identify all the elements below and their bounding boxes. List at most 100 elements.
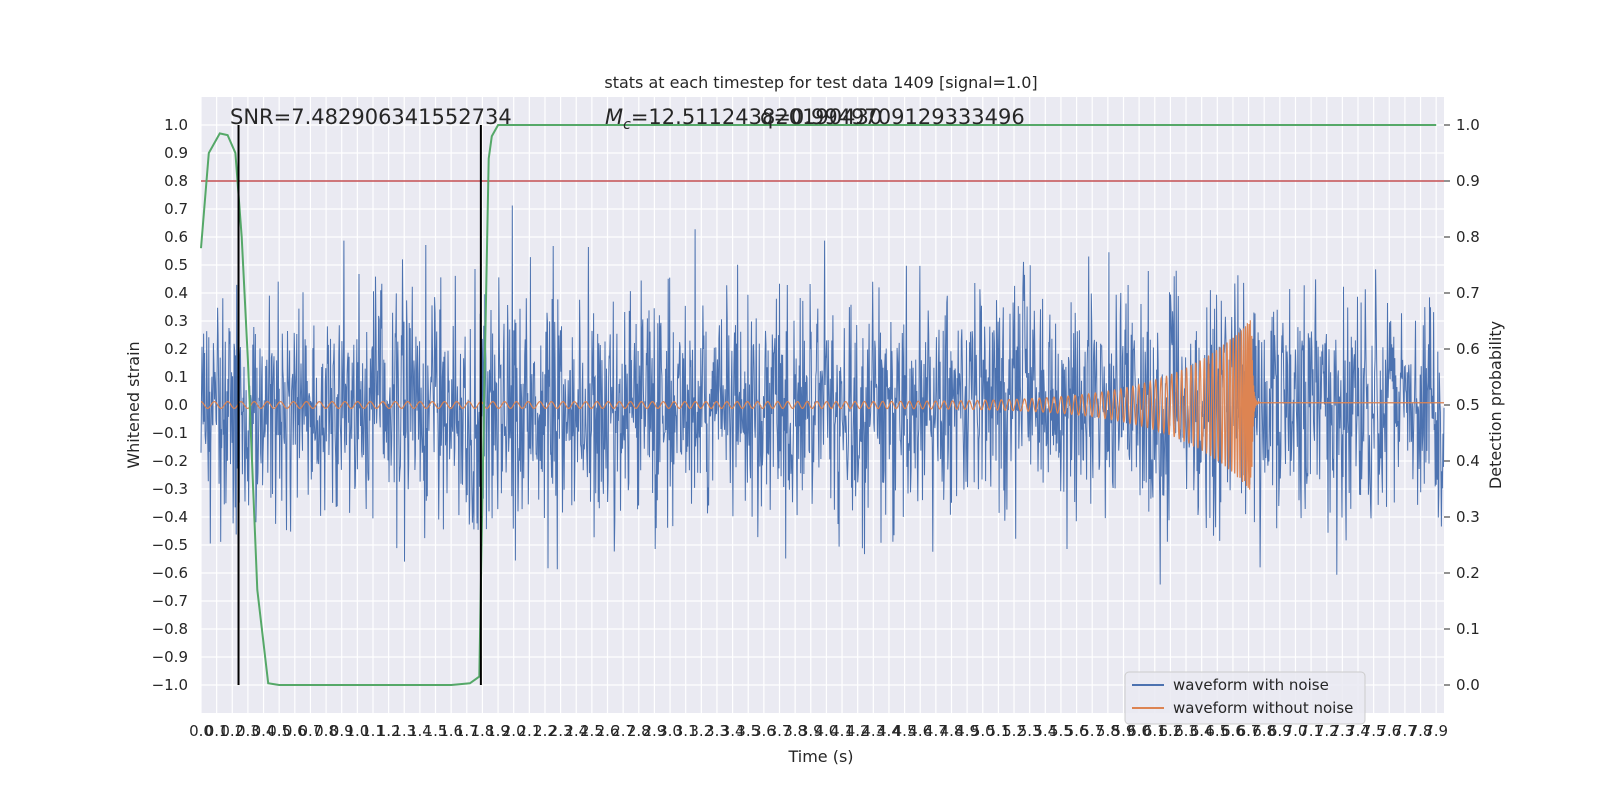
- x-tick-label: 2.2: [533, 722, 557, 740]
- y2-tick-label: 0.8: [1456, 228, 1480, 246]
- snr-annotation: SNR=7.482906341552734: [230, 105, 512, 129]
- y-tick-label: −0.4: [152, 508, 188, 526]
- x-tick-label: 7.3: [1330, 722, 1354, 740]
- x-tick-label: 3.4: [721, 722, 745, 740]
- x-tick-label: 2.1: [517, 722, 541, 740]
- x-tick-label: 1.0: [345, 722, 369, 740]
- x-tick-label: 4.2: [846, 722, 870, 740]
- x-tick-label: 6.3: [1174, 722, 1198, 740]
- x-tick-label: 0.6: [283, 722, 307, 740]
- y-tick-label: −0.1: [152, 424, 188, 442]
- x-tick-label: 0.3: [236, 722, 260, 740]
- x-axis-tick-labels: 0.00.10.20.30.40.50.60.70.80.91.01.11.21…: [189, 722, 1448, 740]
- y-axis-label: Whitened strain: [124, 341, 143, 468]
- chirp-mass-symbol: M: [605, 105, 623, 129]
- legend: waveform with noise waveform without noi…: [1124, 671, 1366, 725]
- x-tick-label: 3.9: [799, 722, 823, 740]
- y-tick-label: 0.4: [164, 284, 188, 302]
- chirp-mass-subscript: c: [623, 117, 631, 133]
- x-tick-label: 3.7: [768, 722, 792, 740]
- y-tick-label: −0.2: [152, 452, 188, 470]
- x-tick-label: 1.2: [377, 722, 401, 740]
- series-waveform-without-noise: [200, 320, 1444, 490]
- chirp-mass-value: =12.511243820190430: [631, 105, 882, 129]
- y-tick-label: 0.3: [164, 312, 188, 330]
- x-tick-label: 7.8: [1409, 722, 1433, 740]
- y-tick-label: −0.9: [152, 648, 188, 666]
- x-tick-label: 5.9: [1112, 722, 1136, 740]
- x-tick-label: 2.9: [642, 722, 666, 740]
- x-tick-label: 5.4: [1033, 722, 1057, 740]
- x-tick-label: 7.1: [1299, 722, 1323, 740]
- x-tick-label: 0.0: [189, 722, 213, 740]
- legend-box: [1124, 671, 1366, 725]
- x-tick-label: 1.4: [408, 722, 432, 740]
- x-tick-label: 4.4: [877, 722, 901, 740]
- x-tick-label: 4.3: [861, 722, 885, 740]
- x-tick-label: 3.5: [736, 722, 760, 740]
- x-tick-label: 5.0: [971, 722, 995, 740]
- y2-tick-label: 0.3: [1456, 508, 1480, 526]
- legend-label-noise: waveform with noise: [1173, 676, 1329, 694]
- y-tick-label: −0.3: [152, 480, 188, 498]
- clean-trace: [200, 320, 1444, 490]
- y-axis-tick-labels: 1.0 0.9 0.8 0.7 0.6 0.5 0.4 0.3 0.2 0.1 0.0 −0.1 −0.…: [152, 116, 188, 694]
- x-tick-label: 1.1: [361, 722, 385, 740]
- x-tick-label: 6.6: [1221, 722, 1245, 740]
- x-tick-label: 7.9: [1424, 722, 1448, 740]
- y-tick-label: −0.5: [152, 536, 188, 554]
- x-tick-label: 7.4: [1346, 722, 1370, 740]
- y2-tick-label: 0.2: [1456, 564, 1480, 582]
- x-tick-label: 1.7: [455, 722, 479, 740]
- x-tick-label: 4.7: [924, 722, 948, 740]
- y-tick-label: 0.1: [164, 368, 188, 386]
- x-tick-label: 7.6: [1377, 722, 1401, 740]
- x-tick-label: 5.8: [1096, 722, 1120, 740]
- x-tick-label: 6.2: [1158, 722, 1182, 740]
- x-tick-label: 6.1: [1143, 722, 1167, 740]
- legend-label-clean: waveform without noise: [1173, 699, 1353, 717]
- y-tick-label: 0.7: [164, 200, 188, 218]
- y2-axis-tick-labels: 1.0 0.9 0.8 0.7 0.6 0.5 0.4 0.3 0.2 0.1 0.0: [1444, 116, 1480, 694]
- x-tick-label: 3.6: [752, 722, 776, 740]
- x-tick-label: 0.9: [330, 722, 354, 740]
- x-tick-label: 6.8: [1252, 722, 1276, 740]
- x-tick-label: 0.1: [205, 722, 229, 740]
- x-tick-label: 3.3: [705, 722, 729, 740]
- y-tick-label: 0.0: [164, 396, 188, 414]
- x-tick-label: 2.0: [502, 722, 526, 740]
- x-tick-label: 7.2: [1315, 722, 1339, 740]
- x-tick-label: 6.5: [1205, 722, 1229, 740]
- x-tick-label: 2.4: [564, 722, 588, 740]
- x-tick-label: 6.0: [1127, 722, 1151, 740]
- y-tick-label: −0.7: [152, 592, 188, 610]
- x-tick-label: 0.7: [299, 722, 323, 740]
- x-tick-label: 6.9: [1268, 722, 1292, 740]
- x-tick-label: 1.6: [439, 722, 463, 740]
- y2-tick-label: 1.0: [1456, 116, 1480, 134]
- y2-tick-label: 0.6: [1456, 340, 1480, 358]
- y2-tick-label: 0.5: [1456, 396, 1480, 414]
- mass-ratio-annotation: q=0.9949709129333496: [760, 105, 1025, 129]
- x-tick-label: 2.7: [611, 722, 635, 740]
- x-tick-label: 1.5: [424, 722, 448, 740]
- x-tick-label: 3.2: [689, 722, 713, 740]
- detection-probability-line: [200, 124, 1437, 686]
- x-tick-label: 4.6: [908, 722, 932, 740]
- x-tick-label: 6.4: [1190, 722, 1214, 740]
- x-tick-label: 4.9: [955, 722, 979, 740]
- chart-title: stats at each timestep for test data 140…: [604, 73, 1037, 92]
- y-tick-label: 0.2: [164, 340, 188, 358]
- x-tick-label: 0.5: [267, 722, 291, 740]
- x-tick-label: 0.2: [220, 722, 244, 740]
- x-tick-label: 4.1: [830, 722, 854, 740]
- x-tick-label: 2.3: [549, 722, 573, 740]
- y-tick-label: 0.5: [164, 256, 188, 274]
- y2-axis-label: Detection probability: [1486, 321, 1505, 489]
- x-tick-label: 3.8: [783, 722, 807, 740]
- y2-tick-label: 0.1: [1456, 620, 1480, 638]
- x-tick-label: 4.0: [814, 722, 838, 740]
- x-tick-label: 5.1: [986, 722, 1010, 740]
- x-tick-label: 0.4: [252, 722, 276, 740]
